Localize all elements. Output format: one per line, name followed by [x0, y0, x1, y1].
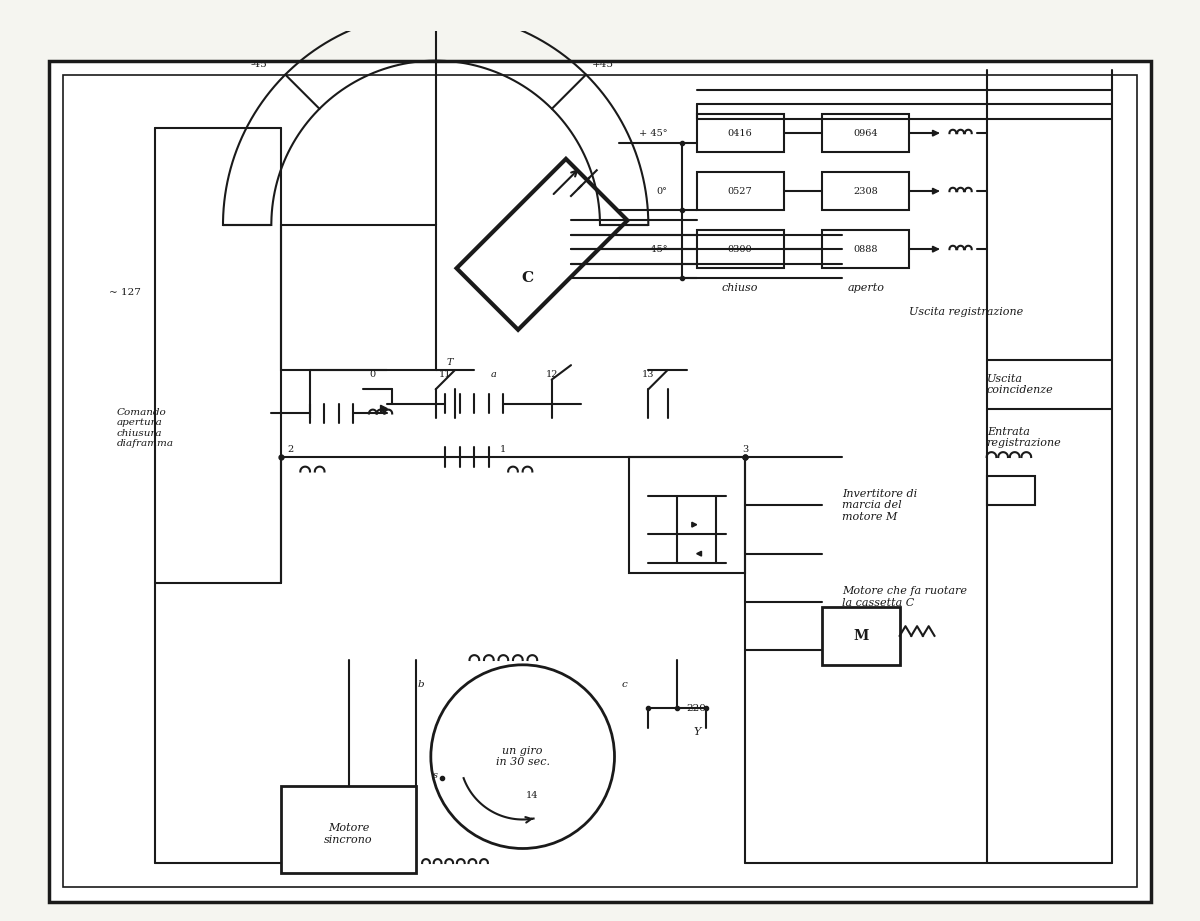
Text: + 45°: + 45° — [640, 129, 667, 137]
Text: 2308: 2308 — [853, 187, 878, 195]
Bar — [697, 114, 784, 153]
Text: aperto: aperto — [847, 283, 884, 293]
Text: 0: 0 — [370, 370, 376, 379]
Text: chiuso: chiuso — [722, 283, 758, 293]
Text: Uscita registrazione: Uscita registrazione — [910, 307, 1024, 317]
Text: - 45°: - 45° — [644, 245, 667, 253]
Polygon shape — [692, 522, 697, 527]
Polygon shape — [697, 552, 702, 556]
Bar — [281, 225, 436, 370]
Text: 0416: 0416 — [727, 129, 752, 137]
Text: Invertitore di
marcia del
motore M: Invertitore di marcia del motore M — [841, 489, 917, 522]
Text: M: M — [853, 629, 869, 643]
Polygon shape — [932, 246, 938, 252]
Text: 2: 2 — [288, 445, 294, 454]
Text: Y: Y — [692, 728, 701, 738]
Text: 13: 13 — [642, 370, 654, 379]
Text: 0300: 0300 — [728, 245, 752, 253]
Bar — [822, 114, 910, 153]
Text: Uscita
coincidenze: Uscita coincidenze — [986, 374, 1054, 395]
Bar — [822, 172, 910, 211]
Bar — [281, 786, 416, 873]
Bar — [456, 159, 628, 330]
Text: Motore
sincrono: Motore sincrono — [324, 823, 373, 845]
Text: 0888: 0888 — [853, 245, 878, 253]
Text: -45°: -45° — [250, 61, 272, 69]
Text: T: T — [446, 357, 454, 367]
Text: c: c — [622, 680, 628, 689]
Text: 220: 220 — [686, 704, 707, 713]
Bar — [697, 230, 784, 269]
Bar — [822, 230, 910, 269]
Text: 0°: 0° — [430, 0, 442, 3]
Text: 12: 12 — [546, 370, 558, 379]
Text: +45°: +45° — [592, 61, 619, 69]
Text: a: a — [491, 370, 497, 379]
Bar — [629, 457, 745, 573]
Bar — [697, 172, 784, 211]
Text: 14: 14 — [526, 791, 539, 799]
Text: un giro
in 30 sec.: un giro in 30 sec. — [496, 746, 550, 767]
Text: 1: 1 — [500, 445, 506, 454]
Text: 0964: 0964 — [853, 129, 878, 137]
Polygon shape — [932, 188, 938, 194]
Text: b: b — [418, 680, 425, 689]
Text: 3: 3 — [742, 445, 748, 454]
Bar — [822, 607, 900, 665]
Text: 0527: 0527 — [727, 187, 752, 195]
Text: Entrata
registrazione: Entrata registrazione — [986, 426, 1062, 449]
Text: Comando
apertura
chiusura
diaframma: Comando apertura chiusura diaframma — [116, 408, 174, 449]
Polygon shape — [380, 405, 388, 412]
Polygon shape — [932, 130, 938, 136]
Bar — [986, 476, 1036, 506]
Text: 0°: 0° — [656, 187, 667, 195]
Text: s: s — [433, 772, 438, 780]
Text: ~ 127: ~ 127 — [109, 288, 140, 297]
Text: Motore che fa ruotare
la cassetta C: Motore che fa ruotare la cassetta C — [841, 587, 967, 608]
Text: 11: 11 — [439, 370, 451, 379]
Text: C: C — [522, 271, 534, 286]
